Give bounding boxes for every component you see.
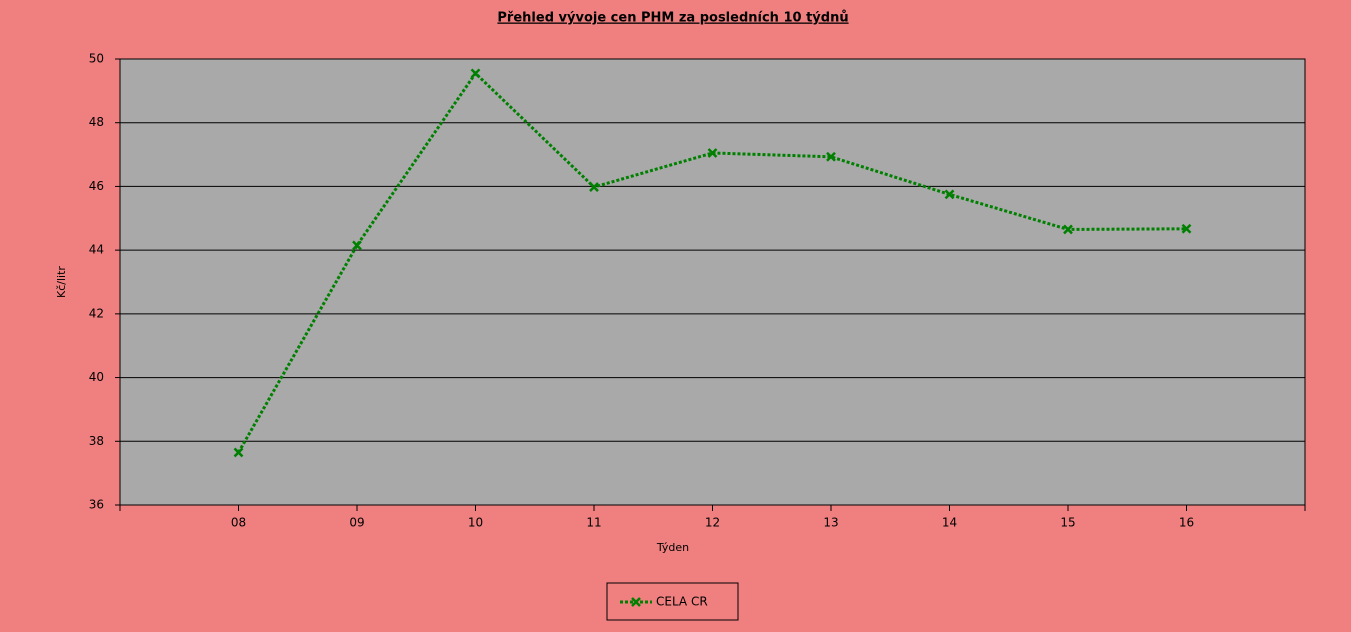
x-tick-label: 10 [468, 516, 483, 530]
y-tick-label: 40 [89, 370, 104, 384]
legend-marker [631, 597, 641, 607]
marker [352, 240, 362, 251]
x-tick-label: 16 [1179, 516, 1194, 530]
y-tick-label: 44 [89, 243, 104, 257]
x-tick-label: 13 [823, 516, 838, 530]
chart-title: Přehled vývoje cen PHM za posledních 10 … [497, 11, 848, 26]
x-axis-label: Týden [656, 541, 689, 554]
y-axis-label: Kč/litr [55, 266, 68, 298]
y-tick-label: 38 [89, 434, 104, 448]
marker [589, 182, 599, 192]
marker [470, 68, 481, 79]
x-tick-label: 08 [231, 516, 246, 530]
plot-area [119, 58, 1306, 506]
x-tick-label: 14 [942, 516, 957, 530]
y-tick-label: 42 [89, 306, 104, 320]
marker [707, 148, 718, 158]
x-tick-label: 11 [586, 516, 601, 530]
marker [826, 151, 836, 162]
y-tick-label: 46 [89, 179, 104, 193]
marker [944, 189, 955, 200]
x-tick-label: 12 [705, 516, 720, 530]
x-tick-label: 15 [1060, 516, 1075, 530]
marker [1063, 224, 1073, 235]
y-tick-label: 36 [89, 498, 104, 512]
legend [606, 582, 739, 621]
marker [1181, 223, 1192, 234]
x-tick-label: 09 [349, 516, 364, 530]
legend-label: CELA CR [656, 595, 708, 609]
y-tick-label: 48 [89, 115, 104, 129]
marker [233, 447, 244, 458]
y-tick-label: 50 [89, 52, 104, 66]
